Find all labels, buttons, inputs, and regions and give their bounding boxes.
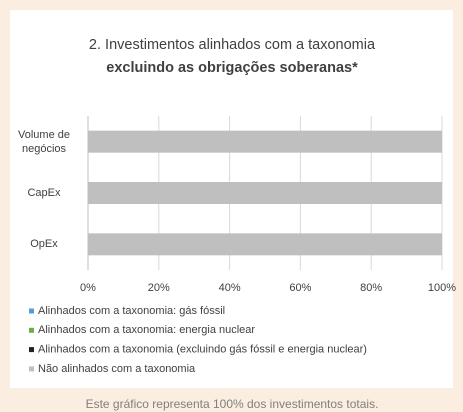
legend-marker [29, 366, 34, 372]
y-tick-label: CapEx [27, 187, 61, 199]
legend-label: Alinhados com a taxonomia (excluindo gás… [38, 344, 367, 356]
legend-label: Não alinhados com a taxonomia [38, 363, 196, 375]
legend-marker [29, 327, 34, 333]
note: Este gráfico representa 100% dos investi… [86, 397, 379, 411]
y-tick-label: OpEx [30, 238, 58, 251]
bar-segment [88, 130, 442, 153]
x-tick-label: 100% [428, 282, 456, 294]
x-tick-label: 60% [289, 282, 311, 294]
legend-label: Alinhados com a taxonomia: gás fóssil [38, 305, 225, 317]
chart-subtitle: excluindo as obrigações soberanas* [106, 60, 358, 76]
legend-marker [29, 347, 34, 353]
legend-label: Alinhados com a taxonomia: energia nucle… [38, 324, 255, 336]
x-tick-label: 20% [148, 282, 170, 294]
bar-segment [88, 233, 442, 256]
bar-segment [88, 182, 442, 204]
x-tick-label: 0% [80, 282, 96, 294]
x-tick-label: 40% [219, 282, 241, 294]
x-tick-label: 80% [360, 282, 382, 294]
y-tick-label: Volume de negócios [18, 128, 70, 155]
legend-marker [29, 308, 34, 314]
chart-title: 2. Investimentos alinhados com a taxonom… [89, 37, 376, 53]
